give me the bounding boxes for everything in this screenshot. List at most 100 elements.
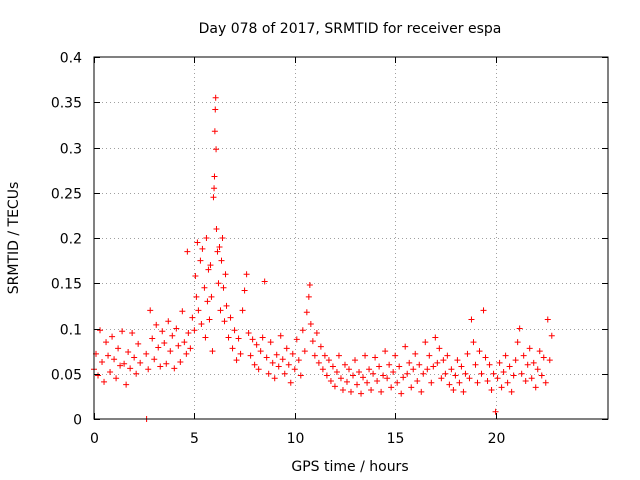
data-point — [125, 349, 132, 356]
data-point — [546, 357, 553, 364]
data-point — [512, 357, 519, 364]
data-point — [370, 370, 377, 377]
data-point — [542, 379, 549, 386]
data-point — [267, 339, 274, 346]
data-point — [293, 336, 300, 343]
data-point — [538, 372, 545, 379]
y-tick-label: 0.2 — [60, 232, 82, 248]
data-point — [444, 352, 451, 359]
data-point — [392, 352, 399, 359]
data-point — [225, 334, 232, 341]
data-point — [233, 357, 240, 364]
data-point — [206, 316, 213, 323]
data-point — [456, 379, 463, 386]
data-point — [364, 379, 371, 386]
data-point — [273, 351, 280, 358]
data-point — [209, 348, 216, 355]
data-point — [416, 361, 423, 368]
data-point — [327, 377, 334, 384]
data-point — [271, 375, 278, 382]
data-point — [299, 327, 306, 334]
y-tick-label: 0.25 — [51, 187, 82, 203]
data-point — [422, 339, 429, 346]
data-point — [502, 352, 509, 359]
data-point — [356, 368, 363, 375]
data-point — [277, 332, 284, 339]
data-point — [520, 352, 527, 359]
x-tick-label: 15 — [387, 431, 405, 447]
data-point — [412, 350, 419, 357]
x-tick-label: 5 — [190, 431, 199, 447]
data-point — [103, 339, 110, 346]
data-point — [540, 354, 547, 361]
data-point — [171, 365, 178, 372]
data-point — [460, 388, 467, 395]
data-point — [380, 372, 387, 379]
data-point — [249, 336, 256, 343]
data-point — [227, 314, 234, 321]
data-point — [378, 388, 385, 395]
data-point — [418, 388, 425, 395]
data-point — [434, 359, 441, 366]
data-point — [398, 390, 405, 397]
data-point — [544, 316, 551, 323]
data-point — [454, 357, 461, 364]
data-point — [309, 338, 316, 345]
data-point — [394, 379, 401, 386]
data-point — [99, 358, 106, 365]
data-point — [333, 368, 340, 375]
data-point — [181, 339, 188, 346]
data-point — [317, 343, 324, 350]
data-point — [350, 372, 357, 379]
data-point — [530, 359, 537, 366]
data-point — [143, 350, 150, 357]
data-point — [442, 370, 449, 377]
data-point — [358, 390, 365, 397]
data-point — [496, 359, 503, 366]
y-tick-label: 0.4 — [60, 51, 82, 67]
data-point — [265, 370, 272, 377]
data-point — [438, 375, 445, 382]
data-point — [462, 370, 469, 377]
data-point — [163, 360, 170, 367]
data-point — [414, 377, 421, 384]
data-point — [153, 321, 160, 328]
data-point — [291, 366, 298, 373]
data-point — [251, 361, 258, 368]
data-point — [528, 375, 535, 382]
data-point — [187, 345, 194, 352]
data-point — [111, 356, 118, 363]
data-point — [210, 194, 217, 201]
data-point — [452, 372, 459, 379]
data-point — [323, 372, 330, 379]
data-point — [478, 370, 485, 377]
data-point — [486, 361, 493, 368]
data-point — [121, 360, 128, 367]
data-point — [488, 387, 495, 394]
data-point — [466, 375, 473, 382]
data-point — [205, 266, 212, 273]
data-point — [348, 388, 354, 395]
data-point — [185, 330, 192, 337]
data-point — [376, 363, 383, 370]
data-point — [468, 316, 475, 323]
data-point — [360, 374, 367, 381]
data-point — [149, 335, 156, 342]
data-point — [193, 293, 200, 300]
data-point — [189, 314, 196, 321]
data-point — [287, 379, 294, 386]
data-point — [279, 356, 286, 363]
data-point — [295, 357, 302, 364]
data-point — [400, 374, 407, 381]
data-point — [424, 366, 431, 373]
data-point — [119, 328, 126, 335]
data-point — [179, 308, 186, 315]
data-point — [229, 345, 236, 352]
data-point — [482, 354, 489, 361]
data-point — [384, 375, 391, 382]
data-point — [526, 345, 533, 352]
data-point — [239, 307, 246, 314]
tick-labels: 0 0.05 0.1 0.15 0.2 0.25 0.3 0.35 0.4 0 5 10 15 20 — [51, 51, 506, 448]
data-point — [151, 356, 158, 363]
data-point — [203, 235, 210, 241]
